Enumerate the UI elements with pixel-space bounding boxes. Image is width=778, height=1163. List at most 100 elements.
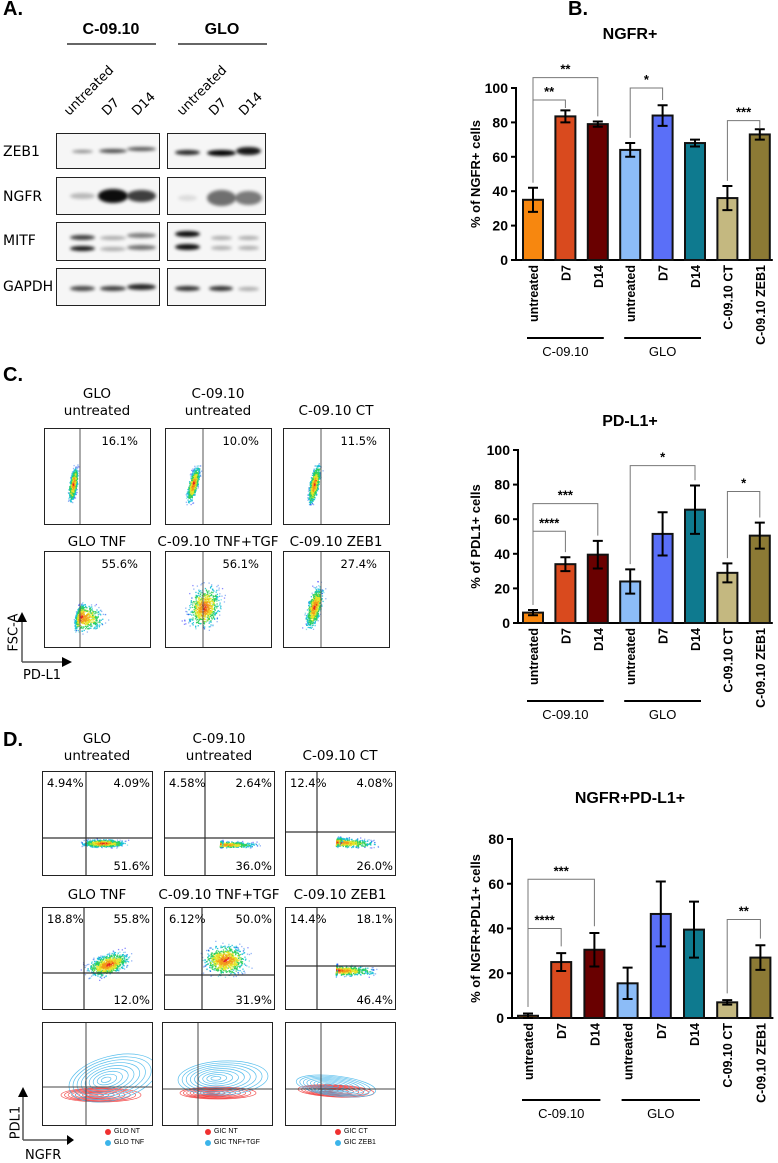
event-dot xyxy=(81,615,83,617)
event-dot xyxy=(71,479,73,482)
event-dot xyxy=(193,491,195,493)
event-dot xyxy=(189,482,191,485)
event-dot xyxy=(188,609,190,611)
event-dot xyxy=(310,616,312,618)
event-dot xyxy=(311,602,313,604)
event-dot xyxy=(186,504,188,506)
event-dot xyxy=(310,495,312,497)
event-dot xyxy=(195,604,197,607)
flow-plot-title-line2: C-09.10 TNF+TGF xyxy=(157,534,279,550)
event-dot xyxy=(314,622,316,624)
event-dot xyxy=(313,610,315,612)
event-dot xyxy=(309,608,311,610)
event-dot xyxy=(195,472,197,474)
event-dot xyxy=(317,605,319,607)
event-dot xyxy=(76,481,78,483)
event-dot xyxy=(95,611,97,613)
event-dot xyxy=(71,482,74,484)
flow-plot-title: C-09.10 ZEB1 xyxy=(271,534,401,551)
event-dot xyxy=(197,484,199,486)
event-dot xyxy=(190,492,193,495)
event-dot xyxy=(97,621,99,623)
event-dot xyxy=(316,478,319,481)
event-dot xyxy=(71,484,74,486)
event-dot xyxy=(117,841,120,843)
event-dot xyxy=(200,598,202,600)
event-dot xyxy=(87,840,89,842)
x-tick-label: D7 xyxy=(559,628,573,644)
event-dot xyxy=(311,612,314,614)
event-dot xyxy=(194,469,197,472)
event-dot xyxy=(71,493,73,496)
event-dot xyxy=(194,477,196,479)
y-tick-label: 100 xyxy=(487,442,511,458)
event-dot xyxy=(99,624,101,626)
event-dot xyxy=(76,470,78,472)
event-dot xyxy=(318,600,320,603)
event-dot xyxy=(75,614,77,616)
event-dot xyxy=(72,483,74,485)
event-dot xyxy=(199,623,201,625)
event-dot xyxy=(75,622,78,624)
event-dot xyxy=(196,485,198,487)
event-dot xyxy=(200,590,202,592)
event-dot xyxy=(186,491,189,493)
event-dot xyxy=(73,487,75,490)
event-dot xyxy=(313,473,315,476)
event-dot xyxy=(204,597,206,600)
event-dot xyxy=(316,490,319,492)
event-dot xyxy=(316,606,318,608)
event-dot xyxy=(70,480,73,482)
event-dot xyxy=(207,607,209,609)
event-dot xyxy=(67,489,70,491)
y-tick-label: 20 xyxy=(488,965,504,981)
event-dot xyxy=(205,609,207,611)
event-dot xyxy=(93,622,96,624)
event-dot xyxy=(312,602,314,605)
event-dot xyxy=(318,605,321,607)
event-dot xyxy=(308,608,310,610)
event-dot xyxy=(199,618,201,620)
event-dot xyxy=(200,601,203,603)
event-dot xyxy=(86,631,89,633)
event-dot xyxy=(90,621,93,623)
event-dot xyxy=(218,587,220,589)
percent-label: 10.0% xyxy=(222,434,259,448)
event-dot xyxy=(198,614,200,617)
event-dot xyxy=(309,627,311,629)
event-dot xyxy=(216,603,218,605)
event-dot xyxy=(313,493,315,496)
event-dot xyxy=(318,598,320,601)
event-dot xyxy=(192,622,195,624)
event-dot xyxy=(82,843,84,845)
event-dot xyxy=(67,492,70,494)
flow-plot-title: GLO TNF xyxy=(32,534,162,551)
event-dot xyxy=(312,620,315,622)
event-dot xyxy=(81,630,83,632)
event-dot xyxy=(310,600,312,602)
event-dot xyxy=(78,608,80,610)
event-dot xyxy=(191,496,193,498)
event-dot xyxy=(186,492,188,495)
event-dot xyxy=(211,599,214,601)
event-dot xyxy=(312,495,314,497)
event-dot xyxy=(313,593,316,595)
event-dot xyxy=(190,478,193,480)
event-dot xyxy=(195,617,198,619)
event-dot xyxy=(87,617,89,619)
event-dot xyxy=(81,607,83,609)
percent-label: 11.5% xyxy=(340,434,377,448)
event-dot xyxy=(91,611,94,614)
event-dot xyxy=(308,492,311,494)
event-dot xyxy=(207,615,209,617)
event-dot xyxy=(78,618,80,620)
event-dot xyxy=(316,597,319,599)
event-dot xyxy=(83,608,85,611)
event-dot xyxy=(312,490,315,493)
event-dot xyxy=(315,489,318,491)
event-dot xyxy=(206,602,208,604)
event-dot xyxy=(70,497,73,499)
event-dot xyxy=(209,595,212,597)
event-dot xyxy=(206,604,208,606)
event-dot xyxy=(207,609,210,611)
